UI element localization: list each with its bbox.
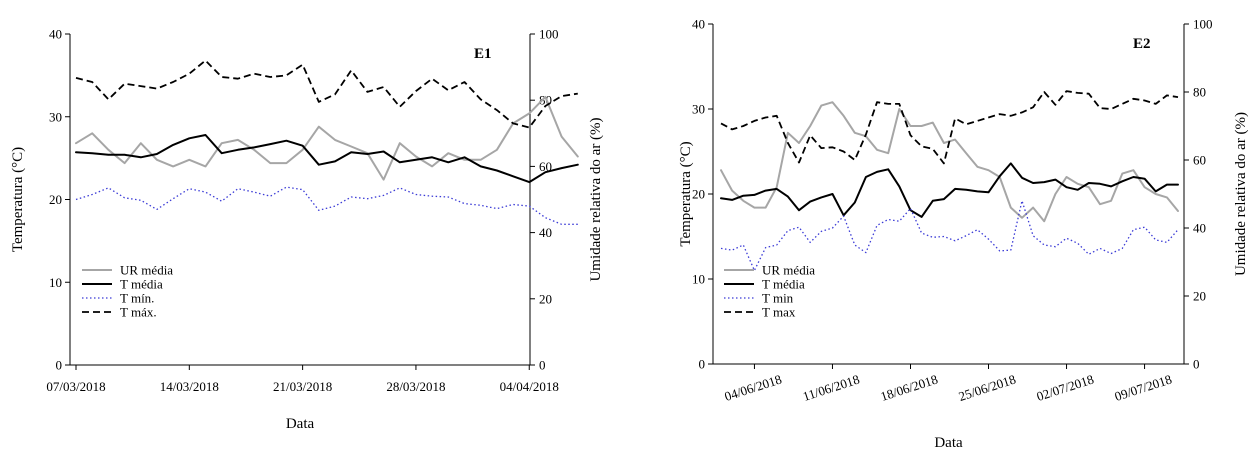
x-tick-label: 28/03/2018	[386, 379, 445, 394]
left-y-tick-label: 40	[692, 17, 705, 32]
legend-label: T min	[762, 291, 794, 306]
x-tick-label: 07/03/2018	[46, 379, 105, 394]
right-y-tick-label: 100	[539, 27, 559, 42]
series-line-3	[75, 59, 578, 129]
x-tick-label: 04/04/2018	[500, 379, 559, 394]
left-y-tick-label: 40	[49, 27, 62, 42]
right-y-tick-label: 20	[539, 291, 552, 306]
legend-label: UR média	[762, 263, 815, 278]
x-tick-label: 18/06/2018	[879, 371, 940, 404]
legend-label: T max	[762, 305, 796, 320]
right-y-tick-label: 60	[1193, 153, 1206, 168]
series-line-0	[720, 101, 1179, 223]
x-tick-label: 11/06/2018	[801, 372, 862, 404]
left-y-tick-label: 10	[49, 275, 62, 290]
series-line-2	[720, 200, 1179, 272]
x-tick-label: 09/07/2018	[1113, 371, 1174, 404]
legend-label: T média	[120, 277, 163, 292]
right-y-tick-label: 80	[1193, 85, 1206, 100]
right-y-tick-label: 20	[1193, 289, 1206, 304]
right-y-tick-label: 60	[539, 159, 552, 174]
right-y-tick-label: 100	[1193, 17, 1213, 32]
right-y-axis-label: Umidade relativa do ar (%)	[1233, 112, 1249, 276]
series-line-1	[75, 134, 579, 184]
panel-title: E2	[1133, 36, 1151, 52]
chart-panel-e2: 0 10 20 30 40 0 20 40 60 80 100 04/06/2018 11/06/201…	[678, 17, 1249, 452]
x-tick-label: 21/03/2018	[273, 379, 332, 394]
right-y-tick-label: 0	[539, 358, 546, 373]
x-axis-label: Data	[286, 416, 315, 432]
left-y-tick-label: 0	[699, 357, 706, 372]
series-line-1	[720, 162, 1179, 218]
legend-label: T máx.	[120, 305, 157, 320]
left-y-tick-label: 20	[49, 192, 62, 207]
series-line-0	[75, 95, 579, 181]
legend-label: UR média	[120, 263, 173, 278]
panel-title: E1	[474, 46, 492, 62]
left-y-axis-label: Temperatura (°C)	[10, 147, 26, 252]
left-y-tick-label: 30	[49, 109, 62, 124]
left-y-tick-label: 0	[56, 358, 63, 373]
series-line-2	[75, 186, 578, 225]
legend-label: T mín.	[120, 291, 154, 306]
x-tick-label: 04/06/2018	[723, 371, 784, 404]
left-y-tick-label: 30	[692, 102, 705, 117]
x-tick-label: 14/03/2018	[160, 379, 219, 394]
x-tick-label: 02/07/2018	[1035, 371, 1096, 404]
right-y-tick-label: 40	[539, 225, 552, 240]
series-line-3	[720, 90, 1179, 165]
left-y-tick-label: 10	[692, 272, 705, 287]
right-y-axis-label: Umidade relativa do ar (%)	[588, 117, 604, 281]
x-tick-label: 25/06/2018	[957, 371, 1018, 404]
x-axis-label: Data	[934, 435, 963, 451]
right-y-tick-label: 40	[1193, 221, 1206, 236]
right-y-tick-label: 0	[1193, 357, 1200, 372]
left-y-tick-label: 20	[692, 187, 705, 202]
legend-label: T média	[762, 277, 805, 292]
left-y-axis-label: Temperatura (°C)	[678, 141, 694, 246]
